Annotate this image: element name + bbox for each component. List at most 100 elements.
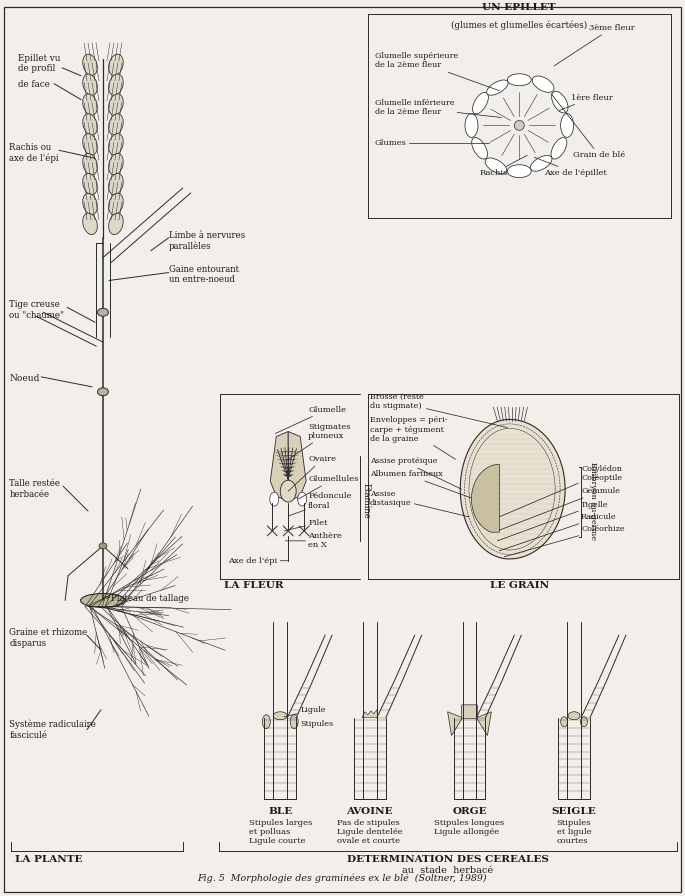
Text: LA PLANTE: LA PLANTE bbox=[15, 855, 83, 864]
Text: 3ème fleur: 3ème fleur bbox=[554, 24, 635, 65]
Text: Albumen farineux: Albumen farineux bbox=[370, 470, 475, 499]
Text: SEIGLE: SEIGLE bbox=[551, 807, 597, 816]
Text: Cotylédon
Coléoptile: Cotylédon Coléoptile bbox=[495, 465, 622, 519]
Text: Rachis ou
axe de l'épi: Rachis ou axe de l'épi bbox=[10, 143, 59, 163]
Ellipse shape bbox=[262, 715, 271, 728]
Text: UN EPILLET: UN EPILLET bbox=[482, 4, 556, 13]
Polygon shape bbox=[471, 464, 499, 532]
Text: de profil: de profil bbox=[18, 64, 55, 73]
Ellipse shape bbox=[99, 543, 107, 548]
Text: AVOINE: AVOINE bbox=[347, 807, 393, 816]
Text: Gemmule: Gemmule bbox=[497, 487, 620, 531]
Text: Talle restée
herbacée: Talle restée herbacée bbox=[10, 479, 60, 499]
Text: Stipules
et ligule
courtes: Stipules et ligule courtes bbox=[557, 819, 591, 846]
Ellipse shape bbox=[109, 213, 123, 235]
Text: Glumelle supérieure
de la 2ème fleur: Glumelle supérieure de la 2ème fleur bbox=[375, 52, 499, 90]
Polygon shape bbox=[477, 711, 491, 736]
Text: Coléorhize: Coléorhize bbox=[504, 525, 625, 556]
Ellipse shape bbox=[560, 114, 573, 137]
Text: Stipules longues
Ligule allongée: Stipules longues Ligule allongée bbox=[434, 819, 505, 836]
Ellipse shape bbox=[83, 54, 97, 75]
Polygon shape bbox=[460, 419, 565, 559]
Text: Rachis: Rachis bbox=[479, 155, 527, 177]
Ellipse shape bbox=[560, 717, 568, 727]
Text: Filet: Filet bbox=[284, 519, 327, 531]
Text: Glumes: Glumes bbox=[375, 140, 489, 147]
Ellipse shape bbox=[109, 54, 123, 75]
Polygon shape bbox=[447, 711, 462, 736]
Text: Stigmates
plumeux: Stigmates plumeux bbox=[288, 423, 351, 460]
Polygon shape bbox=[362, 710, 378, 718]
Ellipse shape bbox=[472, 138, 488, 159]
Text: LE GRAIN: LE GRAIN bbox=[490, 581, 549, 590]
Text: Pas de stipules
Ligule dentelée
ovale et courte: Pas de stipules Ligule dentelée ovale et… bbox=[337, 819, 403, 846]
Text: Assise protéique: Assise protéique bbox=[370, 457, 462, 489]
Text: Ligule: Ligule bbox=[284, 706, 325, 717]
Polygon shape bbox=[271, 432, 288, 501]
Ellipse shape bbox=[568, 711, 580, 719]
Text: Epillet vu: Epillet vu bbox=[18, 54, 61, 63]
Ellipse shape bbox=[485, 158, 507, 174]
Text: BLE: BLE bbox=[268, 807, 292, 816]
Ellipse shape bbox=[551, 91, 568, 113]
Ellipse shape bbox=[109, 134, 123, 155]
Text: Radicule: Radicule bbox=[499, 513, 616, 551]
Text: Embryon ou germe: Embryon ou germe bbox=[589, 462, 597, 540]
Text: Brosse (reste
du stigmate): Brosse (reste du stigmate) bbox=[370, 393, 508, 427]
Text: ORGE: ORGE bbox=[452, 807, 487, 816]
Text: 1ère fleur: 1ère fleur bbox=[559, 94, 613, 110]
Text: Glumellules: Glumellules bbox=[298, 475, 358, 499]
Ellipse shape bbox=[532, 76, 554, 92]
FancyBboxPatch shape bbox=[462, 705, 477, 719]
Ellipse shape bbox=[83, 74, 97, 96]
Polygon shape bbox=[288, 432, 306, 501]
Text: Glumelle inférieure
de la 2ème fleur: Glumelle inférieure de la 2ème fleur bbox=[375, 99, 501, 117]
Text: Ovaire: Ovaire bbox=[288, 455, 336, 491]
Text: Tige creuse
ou "chaume": Tige creuse ou "chaume" bbox=[10, 300, 64, 320]
Ellipse shape bbox=[109, 174, 123, 194]
Ellipse shape bbox=[580, 717, 588, 727]
Text: Assise
distasique: Assise distasique bbox=[370, 489, 469, 517]
Ellipse shape bbox=[81, 593, 125, 607]
Text: Stipules larges
et polluas
Ligule courte: Stipules larges et polluas Ligule courte bbox=[249, 819, 312, 846]
Ellipse shape bbox=[109, 194, 123, 215]
Ellipse shape bbox=[97, 388, 108, 396]
Ellipse shape bbox=[83, 174, 97, 194]
Text: Pédoncule
floral: Pédoncule floral bbox=[288, 493, 351, 516]
Ellipse shape bbox=[109, 153, 123, 175]
Text: au  stade  herbacé: au stade herbacé bbox=[402, 866, 493, 874]
Ellipse shape bbox=[298, 492, 307, 506]
Ellipse shape bbox=[97, 308, 108, 316]
Text: Limbe à nervures
parallèles: Limbe à nervures parallèles bbox=[169, 231, 245, 251]
Text: Noeud: Noeud bbox=[10, 374, 40, 383]
Text: Glumelle: Glumelle bbox=[275, 406, 346, 434]
Ellipse shape bbox=[109, 114, 123, 135]
Text: Enveloppes = péri-
carpe + tégument
de la graine: Enveloppes = péri- carpe + tégument de l… bbox=[370, 417, 456, 460]
Ellipse shape bbox=[508, 165, 532, 177]
Ellipse shape bbox=[83, 153, 97, 175]
Ellipse shape bbox=[270, 492, 279, 506]
Text: Stipules: Stipules bbox=[296, 719, 334, 728]
Text: Grain de blé: Grain de blé bbox=[551, 94, 625, 159]
Text: Fig. 5  Morphologie des graminées ex le blé  (Soltner, 1989): Fig. 5 Morphologie des graminées ex le b… bbox=[197, 874, 487, 883]
Text: Anthère
en X: Anthère en X bbox=[285, 532, 342, 549]
Ellipse shape bbox=[508, 73, 532, 86]
Ellipse shape bbox=[273, 711, 287, 719]
Ellipse shape bbox=[83, 134, 97, 155]
Ellipse shape bbox=[109, 94, 123, 116]
Ellipse shape bbox=[83, 94, 97, 116]
Circle shape bbox=[514, 120, 524, 131]
Ellipse shape bbox=[486, 80, 508, 95]
Text: Etamine: Etamine bbox=[362, 483, 371, 519]
Text: Plateau de tallage: Plateau de tallage bbox=[111, 593, 189, 602]
Ellipse shape bbox=[280, 480, 296, 502]
Text: de face: de face bbox=[18, 80, 50, 89]
Text: Axe de l'épi: Axe de l'épi bbox=[229, 556, 288, 564]
Ellipse shape bbox=[83, 114, 97, 135]
Ellipse shape bbox=[83, 194, 97, 215]
Text: Gaine entourant
un entre-noeud: Gaine entourant un entre-noeud bbox=[169, 264, 238, 284]
Text: LA FLEUR: LA FLEUR bbox=[223, 581, 283, 590]
Text: Système radiculaire
fasciculé: Système radiculaire fasciculé bbox=[10, 719, 96, 739]
Ellipse shape bbox=[465, 114, 478, 137]
Text: (glumes et glumelles écartées): (glumes et glumelles écartées) bbox=[451, 20, 588, 30]
